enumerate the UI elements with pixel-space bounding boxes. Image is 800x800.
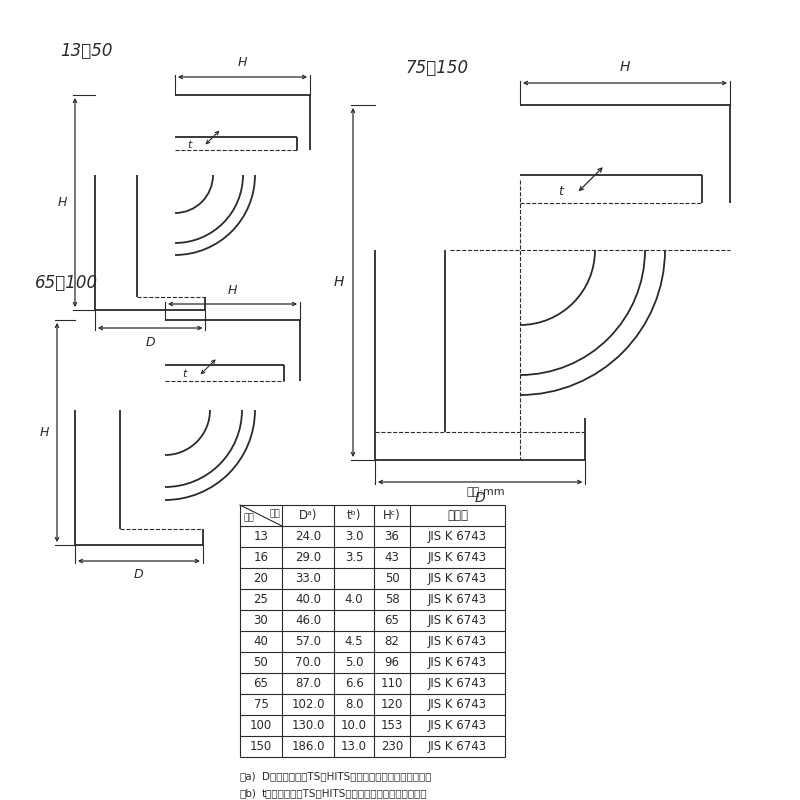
Text: 13.0: 13.0 [341, 740, 367, 753]
Text: 120: 120 [381, 698, 403, 711]
Text: 230: 230 [381, 740, 403, 753]
Text: 3.5: 3.5 [345, 551, 363, 564]
Text: JIS K 6743: JIS K 6743 [428, 572, 487, 585]
Text: 75・150: 75・150 [405, 59, 468, 77]
Text: 29.0: 29.0 [295, 551, 321, 564]
Text: JIS K 6743: JIS K 6743 [428, 656, 487, 669]
Text: 130.0: 130.0 [291, 719, 325, 732]
Text: JIS K 6743: JIS K 6743 [428, 614, 487, 627]
Text: 20: 20 [254, 572, 269, 585]
Text: 30: 30 [254, 614, 268, 627]
Text: 8.0: 8.0 [345, 698, 363, 711]
Text: 4.5: 4.5 [345, 635, 363, 648]
Text: Hᶜ): Hᶜ) [383, 509, 401, 522]
Text: D: D [134, 568, 144, 581]
Text: H: H [228, 284, 237, 297]
Text: 記号: 記号 [270, 509, 280, 518]
Text: 65: 65 [385, 614, 399, 627]
Text: t: t [558, 185, 563, 198]
Text: 4.0: 4.0 [345, 593, 363, 606]
Text: H: H [620, 60, 630, 74]
Text: H: H [334, 275, 344, 290]
Text: H: H [40, 426, 49, 439]
Text: 規　格: 規 格 [447, 509, 468, 522]
Text: 70.0: 70.0 [295, 656, 321, 669]
Text: 13: 13 [254, 530, 269, 543]
Text: 6.6: 6.6 [345, 677, 363, 690]
Text: 50: 50 [385, 572, 399, 585]
Text: 82: 82 [385, 635, 399, 648]
Text: 43: 43 [385, 551, 399, 564]
Text: 単位:mm: 単位:mm [466, 487, 505, 497]
Text: 16: 16 [254, 551, 269, 564]
Text: 25: 25 [254, 593, 269, 606]
Text: 注b): 注b) [240, 788, 257, 798]
Text: 102.0: 102.0 [291, 698, 325, 711]
Text: 40: 40 [254, 635, 269, 648]
Text: 13～50: 13～50 [60, 42, 113, 60]
Text: H: H [58, 196, 67, 209]
Text: 10.0: 10.0 [341, 719, 367, 732]
Text: Dᵃ): Dᵃ) [299, 509, 317, 522]
Text: 65: 65 [254, 677, 269, 690]
Text: JIS K 6743: JIS K 6743 [428, 551, 487, 564]
Text: 58: 58 [385, 593, 399, 606]
Text: tの許容差は、TS・HITS継手受口共通寸法図による。: tの許容差は、TS・HITS継手受口共通寸法図による。 [262, 788, 428, 798]
Text: JIS K 6743: JIS K 6743 [428, 530, 487, 543]
Text: 65・100: 65・100 [35, 274, 98, 292]
Text: 40.0: 40.0 [295, 593, 321, 606]
Text: 87.0: 87.0 [295, 677, 321, 690]
Text: JIS K 6743: JIS K 6743 [428, 698, 487, 711]
Text: D: D [146, 336, 155, 349]
Text: 57.0: 57.0 [295, 635, 321, 648]
Text: JIS K 6743: JIS K 6743 [428, 635, 487, 648]
Text: 96: 96 [385, 656, 399, 669]
Text: D: D [475, 491, 486, 505]
Text: JIS K 6743: JIS K 6743 [428, 593, 487, 606]
Text: 3.0: 3.0 [345, 530, 363, 543]
Text: 75: 75 [254, 698, 269, 711]
Text: 33.0: 33.0 [295, 572, 321, 585]
Text: t: t [182, 370, 186, 379]
Text: Dの許容差は、TS・HITS継手受口共通寸法図による。: Dの許容差は、TS・HITS継手受口共通寸法図による。 [262, 771, 431, 781]
Text: 呼径: 呼径 [243, 513, 254, 522]
Text: 110: 110 [381, 677, 403, 690]
Text: 100: 100 [250, 719, 272, 732]
Text: JIS K 6743: JIS K 6743 [428, 677, 487, 690]
Text: 注a): 注a) [240, 771, 257, 781]
Text: t: t [187, 139, 192, 150]
Text: 50: 50 [254, 656, 268, 669]
Text: 186.0: 186.0 [291, 740, 325, 753]
Text: H: H [238, 56, 247, 69]
Text: 150: 150 [250, 740, 272, 753]
Text: 46.0: 46.0 [295, 614, 321, 627]
Text: JIS K 6743: JIS K 6743 [428, 740, 487, 753]
Text: 24.0: 24.0 [295, 530, 321, 543]
Text: 153: 153 [381, 719, 403, 732]
Text: tᵇ): tᵇ) [347, 509, 361, 522]
Text: 5.0: 5.0 [345, 656, 363, 669]
Text: 36: 36 [385, 530, 399, 543]
Text: JIS K 6743: JIS K 6743 [428, 719, 487, 732]
